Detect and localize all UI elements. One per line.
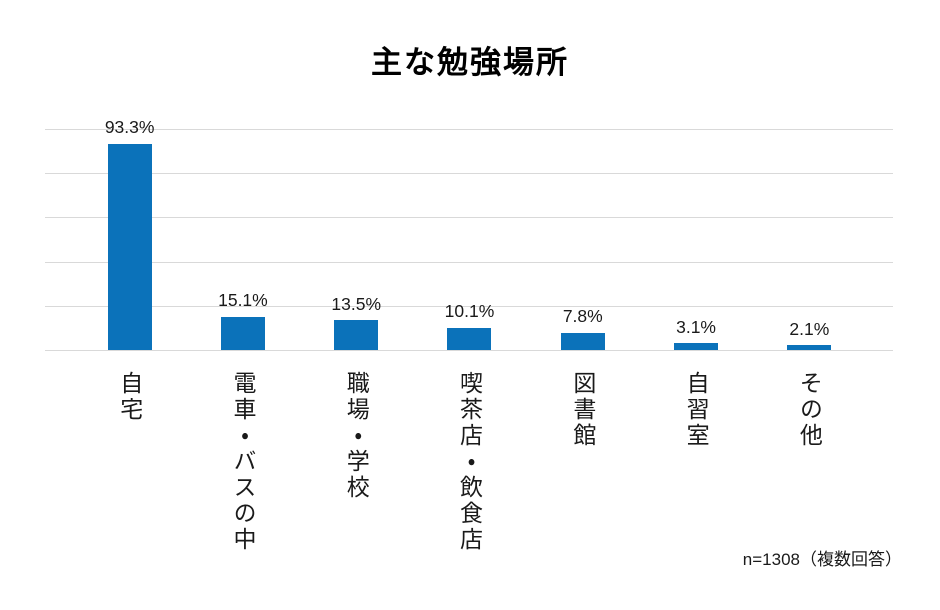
- bar-value-label: 15.1%: [218, 290, 268, 311]
- bar-category-label: 電車・バスの中: [229, 371, 256, 553]
- bar: [447, 327, 492, 350]
- bar-category-label: 職場・学校: [343, 371, 370, 501]
- bar-column: 10.1% 喫茶店・飲食店: [413, 129, 526, 553]
- bar-value-label: 3.1%: [676, 316, 716, 337]
- gridline: [45, 173, 893, 175]
- bar-value-label: 7.8%: [562, 306, 603, 327]
- bar-category-label: 図書館: [569, 371, 596, 449]
- gridline: [45, 129, 893, 130]
- bar: [334, 320, 379, 350]
- sample-size-note: n=1308（複数回答）: [742, 550, 902, 569]
- gridline: [45, 350, 893, 351]
- bar-value-label: 93.3%: [104, 117, 155, 138]
- bar-value-label: 10.1%: [444, 301, 495, 322]
- bar-column: 2.1% その他: [753, 129, 866, 449]
- gridline: [45, 217, 893, 219]
- bar-category-label: その他: [796, 371, 823, 449]
- bar: [787, 345, 832, 350]
- chart-title: 主な勉強場所: [371, 45, 569, 80]
- gridline: [45, 305, 893, 307]
- bar: [674, 343, 719, 350]
- bar-category-label: 自習室: [683, 371, 710, 449]
- plot-area: [45, 129, 893, 351]
- bar-value-label: 13.5%: [331, 293, 382, 314]
- bar-column: 93.3% 自宅: [73, 119, 186, 423]
- bar-category-label: 自宅: [116, 371, 143, 423]
- bar-category-label: 喫茶店・飲食店: [456, 371, 483, 553]
- bar-value-label: 2.1%: [789, 318, 830, 339]
- bar-columns: 93.3% 自宅 15.1% 電車・バスの中 13.5% 職場・学校 10.1% 喫茶店・飲食…: [73, 119, 866, 553]
- bar: [107, 143, 152, 350]
- bar: [220, 316, 265, 350]
- bar-column: 15.1% 電車・バスの中: [186, 129, 299, 553]
- bar-column: 13.5% 職場・学校: [300, 129, 413, 501]
- bar: [560, 332, 605, 350]
- gridline: [45, 261, 893, 263]
- bar-column: 3.1% 自習室: [639, 129, 752, 449]
- bar-column: 7.8% 図書館: [526, 129, 639, 449]
